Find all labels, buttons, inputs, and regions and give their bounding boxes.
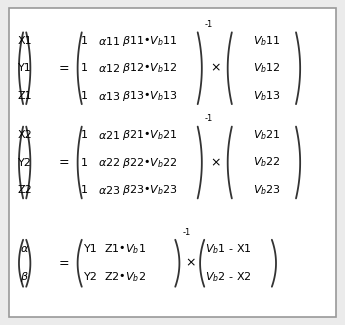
Text: Z1: Z1 [17, 91, 32, 101]
Text: $V_b$12: $V_b$12 [254, 61, 281, 75]
Text: $\alpha$11: $\alpha$11 [98, 35, 121, 46]
Text: $V_b$21: $V_b$21 [254, 128, 281, 142]
Text: -1: -1 [205, 114, 213, 123]
Text: Y1: Y1 [18, 63, 31, 73]
Text: $V_b$1 - X1: $V_b$1 - X1 [205, 242, 252, 256]
Text: -1: -1 [182, 227, 190, 237]
Text: $V_b$2 - X2: $V_b$2 - X2 [205, 270, 252, 284]
Text: $\alpha$23: $\alpha$23 [98, 184, 121, 196]
Text: $\alpha$13: $\alpha$13 [98, 90, 121, 102]
Text: $\beta$23•$V_b$23: $\beta$23•$V_b$23 [122, 183, 178, 197]
Text: X2: X2 [17, 130, 32, 140]
Text: 1: 1 [80, 185, 87, 195]
Text: ×: × [210, 156, 221, 169]
Text: =: = [59, 156, 69, 169]
Text: 1: 1 [80, 158, 87, 167]
Text: ×: × [185, 257, 196, 270]
Text: $\beta$: $\beta$ [20, 270, 29, 284]
Text: 1: 1 [80, 36, 87, 46]
Text: Y2: Y2 [84, 272, 98, 282]
Text: 1: 1 [80, 91, 87, 101]
Text: $\alpha$12: $\alpha$12 [98, 62, 121, 74]
Text: $\alpha$21: $\alpha$21 [98, 129, 121, 141]
Text: Z2•$V_b$2: Z2•$V_b$2 [104, 270, 146, 284]
Text: $\beta$13•$V_b$13: $\beta$13•$V_b$13 [122, 89, 178, 103]
Text: ×: × [210, 62, 221, 75]
Text: Z2: Z2 [17, 185, 32, 195]
Text: Y1: Y1 [84, 244, 98, 254]
Text: -1: -1 [205, 20, 213, 29]
Text: $\beta$21•$V_b$21: $\beta$21•$V_b$21 [122, 128, 178, 142]
Text: Y2: Y2 [18, 158, 32, 167]
Text: $\alpha$22: $\alpha$22 [98, 157, 121, 168]
Text: $V_b$22: $V_b$22 [254, 156, 281, 169]
Text: $V_b$23: $V_b$23 [253, 183, 282, 197]
Text: $V_b$11: $V_b$11 [254, 34, 281, 47]
Text: $\beta$12•$V_b$12: $\beta$12•$V_b$12 [122, 61, 178, 75]
Text: X1: X1 [17, 36, 32, 46]
Text: Z1•$V_b$1: Z1•$V_b$1 [104, 242, 146, 256]
Text: $\beta$22•$V_b$22: $\beta$22•$V_b$22 [122, 155, 178, 170]
Text: $\alpha$: $\alpha$ [20, 244, 29, 254]
Text: =: = [59, 257, 69, 270]
Text: 1: 1 [80, 130, 87, 140]
Text: $V_b$13: $V_b$13 [253, 89, 282, 103]
Text: $\beta$11•$V_b$11: $\beta$11•$V_b$11 [122, 33, 178, 48]
Text: =: = [59, 62, 69, 75]
FancyBboxPatch shape [9, 8, 336, 317]
Text: 1: 1 [80, 63, 87, 73]
